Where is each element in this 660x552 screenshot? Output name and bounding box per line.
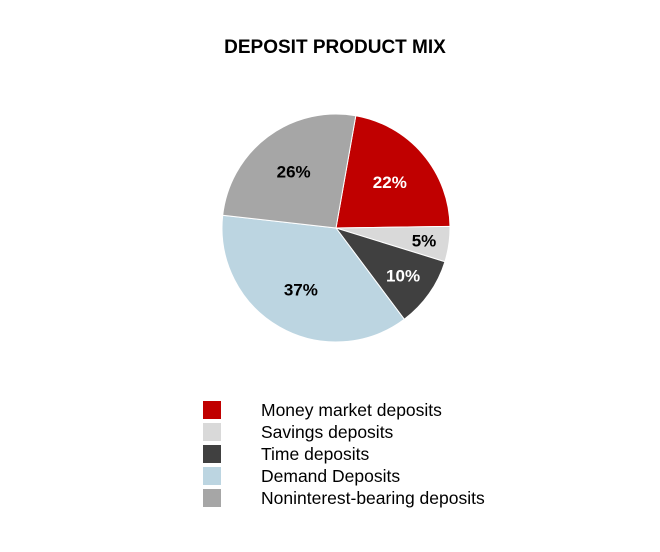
legend-swatch xyxy=(203,445,221,463)
legend-item: Savings deposits xyxy=(203,421,485,443)
data-label-4: 26% xyxy=(277,162,311,181)
legend-item: Noninterest-bearing deposits xyxy=(203,487,485,509)
pie-slice-3 xyxy=(221,214,405,343)
legend-label: Noninterest-bearing deposits xyxy=(261,487,485,508)
pie-slice-4 xyxy=(222,113,357,229)
legend-item: Demand Deposits xyxy=(203,465,485,487)
legend-swatch xyxy=(203,423,221,441)
legend-label: Savings deposits xyxy=(261,421,394,442)
data-label-2: 10% xyxy=(386,266,420,285)
legend-item: Money market deposits xyxy=(203,399,485,421)
legend-swatch xyxy=(203,467,221,485)
pie-slice-0 xyxy=(335,115,451,229)
pie-slice-2 xyxy=(334,227,446,320)
legend: Money market deposits Savings deposits Tim… xyxy=(203,399,485,509)
legend-label: Money market deposits xyxy=(261,399,442,420)
data-label-0: 22% xyxy=(373,173,407,192)
legend-swatch xyxy=(203,401,221,419)
chart-title: DEPOSIT PRODUCT MIX xyxy=(224,37,446,58)
legend-item: Time deposits xyxy=(203,443,485,465)
legend-label: Time deposits xyxy=(261,443,370,464)
legend-label: Demand Deposits xyxy=(261,465,401,486)
legend-swatch xyxy=(203,489,221,507)
data-label-1: 5% xyxy=(412,232,437,251)
pie-chart: 22% 5% 10% 37% 26% xyxy=(221,113,451,343)
data-label-3: 37% xyxy=(284,280,318,299)
